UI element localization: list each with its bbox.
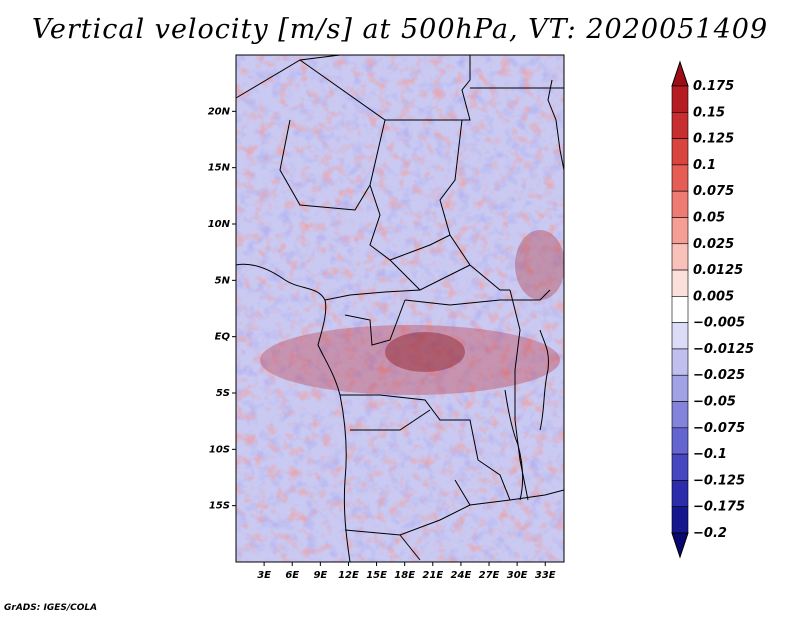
colorbar-segment — [671, 296, 689, 323]
colorbar-segment — [671, 269, 689, 297]
colorbar-segment — [671, 401, 689, 429]
colorbar-label: 0.05 — [693, 210, 725, 225]
colorbar-segment — [671, 111, 689, 139]
colorbar-segment — [671, 138, 689, 166]
colorbar-segment — [671, 506, 689, 534]
chart-title: Vertical velocity [m/s] at 500hPa, VT: 2… — [31, 14, 769, 45]
lon-tick-label: 27E — [479, 570, 500, 581]
lon-tick-label: 3E — [257, 570, 271, 581]
lat-tick-label: 10N — [208, 219, 231, 230]
grads-credit: GrADS: IGES/COLA — [4, 603, 98, 613]
colorbar: 0.175 0.15 0.125 0.1 0.075 0.05 0.025 0.0125 0.0… — [671, 60, 754, 559]
colorbar-segment — [671, 164, 689, 192]
colorbar-label: 0.005 — [693, 289, 734, 304]
lon-tick-label: 30E — [507, 570, 528, 581]
colorbar-label: 0.0125 — [693, 263, 743, 278]
lon-tick-label: 15E — [366, 570, 387, 581]
map-frame — [235, 54, 565, 563]
colorbar-segment — [671, 217, 689, 245]
colorbar-segment — [671, 532, 689, 559]
colorbar-label: −0.0125 — [693, 342, 754, 357]
colorbar-segment — [671, 427, 689, 455]
country-borders — [235, 54, 565, 563]
colorbar-label: 0.075 — [693, 184, 734, 199]
colorbar-segment — [671, 85, 689, 113]
colorbar-label: 0.175 — [693, 79, 734, 94]
vertical-velocity-field — [236, 55, 564, 562]
lon-tick-label: 6E — [285, 570, 299, 581]
colorbar-label: 0.1 — [693, 158, 716, 173]
colorbar-segment — [671, 60, 689, 87]
colorbar-label: 0.025 — [693, 237, 734, 252]
lon-tick-label: 18E — [394, 570, 415, 581]
colorbar-label: −0.05 — [693, 395, 736, 410]
colorbar-segment — [671, 243, 689, 271]
colorbar-segment — [671, 348, 689, 376]
lat-tick-label: 20N — [208, 106, 231, 117]
colorbar-segment — [671, 190, 689, 218]
latitude-axis: 20N 15N 10N 5N EQ 5S 10S 15S — [208, 106, 236, 512]
colorbar-segment — [671, 453, 689, 481]
colorbar-label: 0.125 — [693, 132, 734, 147]
colorbar-label: −0.1 — [693, 447, 727, 462]
lon-tick-label: 33E — [535, 570, 556, 581]
lat-tick-label: EQ — [215, 332, 231, 343]
lat-tick-label: 10S — [209, 444, 230, 455]
colorbar-label: −0.075 — [693, 421, 745, 436]
colorbar-label: −0.2 — [693, 526, 727, 541]
longitude-axis: 3E 6E 9E 12E 15E 18E 21E 24E 27E 30E 33E — [257, 562, 556, 581]
colorbar-segment — [671, 480, 689, 508]
lat-tick-label: 5N — [215, 275, 231, 286]
lat-tick-label: 15S — [209, 501, 230, 512]
colorbar-segment — [671, 322, 689, 350]
lat-tick-label: 5S — [216, 388, 230, 399]
lon-tick-label: 9E — [313, 570, 327, 581]
colorbar-label: −0.125 — [693, 473, 745, 488]
lat-tick-label: 15N — [208, 163, 231, 174]
lon-tick-label: 12E — [338, 570, 359, 581]
colorbar-label: −0.025 — [693, 368, 745, 383]
lon-tick-label: 21E — [422, 570, 443, 581]
colorbar-label: −0.175 — [693, 500, 745, 515]
colorbar-label: 0.15 — [693, 105, 725, 120]
lon-tick-label: 24E — [451, 570, 472, 581]
colorbar-label: −0.005 — [693, 316, 745, 331]
colorbar-segment — [671, 374, 689, 402]
